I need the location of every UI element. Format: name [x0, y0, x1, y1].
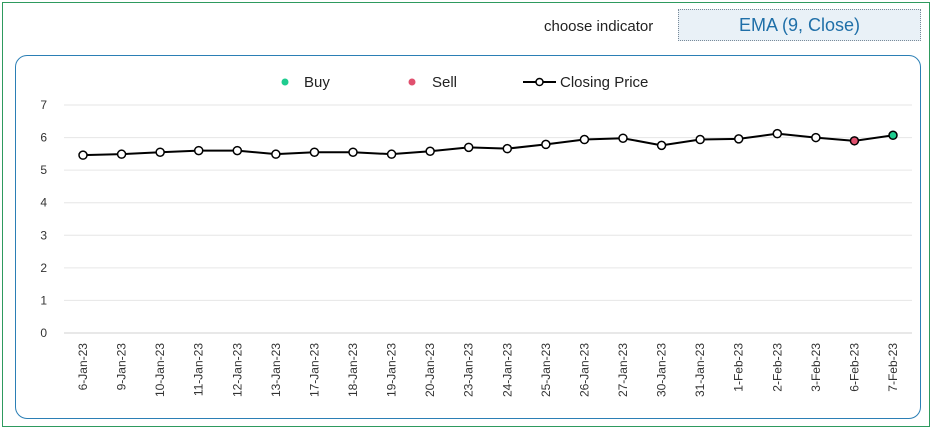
y-tick-label: 6: [40, 131, 47, 145]
x-axis: 6-Jan-23 9-Jan-23 10-Jan-23 11-Jan-23 12-Jan…: [76, 343, 900, 397]
indicator-label: choose indicator: [544, 18, 654, 35]
x-tick-label: 3-Feb-23: [809, 343, 823, 392]
x-tick-label: 6-Jan-23: [76, 343, 90, 391]
closing-price-point: [733, 134, 744, 144]
y-tick-label: 5: [40, 163, 47, 177]
sell-signal-point: [849, 136, 860, 146]
x-tick-label: 2-Feb-23: [770, 343, 784, 392]
closing-price-point: [541, 139, 551, 150]
series-closing-price: [78, 128, 898, 160]
x-tick-label: 31-Jan-23: [693, 343, 707, 397]
y-axis: 0 1 2 3 4 5 6 7: [40, 98, 47, 340]
x-tick-label: 7-Feb-23: [886, 343, 900, 392]
y-tick-label: 3: [40, 228, 47, 242]
x-tick-label: 26-Jan-23: [577, 343, 591, 397]
closing-price-point: [579, 134, 590, 145]
x-tick-label: 25-Jan-23: [539, 343, 553, 397]
closing-price-point: [502, 143, 513, 154]
y-tick-label: 7: [40, 98, 47, 112]
legend: Buy Sell Closing Price: [281, 74, 648, 91]
x-tick-label: 23-Jan-23: [462, 343, 476, 397]
y-tick-label: 1: [40, 293, 47, 307]
closing-price-point: [463, 142, 474, 153]
closing-price-point: [271, 149, 281, 159]
y-tick-label: 2: [40, 261, 47, 275]
closing-price-point: [425, 146, 435, 157]
x-tick-label: 1-Feb-23: [732, 343, 746, 392]
legend-buy: Buy: [281, 74, 330, 91]
closing-price-point: [116, 149, 127, 159]
chart-panel: [15, 55, 921, 419]
legend-closing-label: Closing Price: [560, 74, 648, 91]
x-tick-label: 19-Jan-23: [385, 343, 399, 397]
x-tick-label: 18-Jan-23: [346, 343, 360, 397]
closing-price-point: [155, 147, 165, 157]
closing-price-point: [811, 132, 821, 143]
buy-signal-point: [888, 130, 898, 141]
x-tick-label: 17-Jan-23: [307, 343, 321, 397]
grid-lines: [64, 104, 912, 334]
legend-point-marker: [535, 77, 544, 87]
x-tick-label: 12-Jan-23: [230, 343, 244, 397]
x-tick-label: 20-Jan-23: [423, 343, 437, 397]
x-tick-label: 6-Feb-23: [847, 343, 861, 392]
closing-price-point: [618, 133, 628, 143]
closing-price-point: [772, 128, 783, 139]
closing-price-point: [656, 140, 667, 151]
x-tick-label: 11-Jan-23: [192, 343, 206, 396]
indicator-select[interactable]: EMA (9, Close): [678, 9, 921, 41]
x-tick-label: 27-Jan-23: [616, 343, 630, 397]
closing-price-point: [386, 149, 397, 159]
x-tick-label: 30-Jan-23: [655, 343, 669, 397]
closing-price-point: [309, 147, 320, 157]
closing-price-line: [82, 132, 894, 157]
legend-sell-label: Sell: [432, 74, 457, 91]
closing-price-point: [348, 147, 358, 157]
legend-sell-marker: [408, 78, 416, 86]
x-tick-label: 9-Jan-23: [115, 343, 129, 391]
legend-buy-marker: [281, 78, 289, 86]
x-tick-label: 13-Jan-23: [269, 343, 283, 397]
legend-sell: Sell: [408, 74, 457, 91]
closing-price-point: [232, 145, 243, 156]
y-tick-label: 4: [40, 196, 47, 210]
x-tick-label: 24-Jan-23: [500, 343, 514, 397]
closing-price-point: [193, 145, 204, 156]
x-tick-label: 10-Jan-23: [153, 343, 167, 397]
legend-closing-price: Closing Price: [523, 74, 648, 91]
closing-price-point: [78, 150, 88, 160]
legend-buy-label: Buy: [304, 74, 330, 91]
y-tick-label: 0: [40, 326, 47, 340]
closing-price-point: [695, 134, 705, 145]
